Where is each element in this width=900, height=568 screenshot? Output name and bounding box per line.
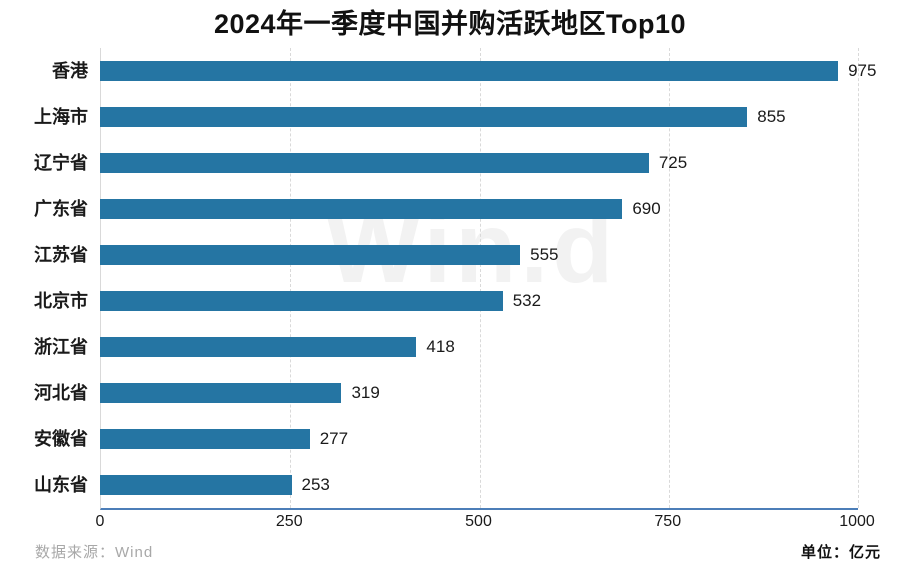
value-label: 855 <box>757 107 786 126</box>
chart-title: 2024年一季度中国并购活跃地区Top10 <box>213 9 687 39</box>
bar <box>100 429 310 449</box>
bar <box>100 291 503 311</box>
value-label: 555 <box>530 245 559 264</box>
bar <box>100 199 623 219</box>
bar <box>100 107 748 127</box>
gridline-250 <box>290 48 292 508</box>
value-label: 253 <box>301 475 330 494</box>
category-label: 山东省 <box>34 475 88 495</box>
category-label: 上海市 <box>34 107 88 127</box>
unit-label: 单位：亿元 <box>800 544 881 561</box>
value-label: 725 <box>658 153 688 172</box>
gridline-1000 <box>858 48 859 508</box>
gridline-750 <box>668 48 670 508</box>
value-label: 277 <box>319 429 349 448</box>
category-label: 北京市 <box>34 291 88 311</box>
bar <box>100 245 521 265</box>
plot-area <box>100 48 859 510</box>
x-tick-label: 1000 <box>839 513 875 530</box>
category-label: 广东省 <box>34 199 88 219</box>
category-label: 江苏省 <box>34 245 88 265</box>
data-source-label: 数据来源：Wind <box>35 544 154 561</box>
category-label: 辽宁省 <box>34 153 88 173</box>
value-label: 532 <box>512 291 542 310</box>
bar <box>100 153 649 173</box>
x-tick-label: 0 <box>95 513 105 530</box>
bar <box>100 383 342 403</box>
bar <box>100 61 839 81</box>
value-label: 690 <box>632 199 661 218</box>
category-label: 香港 <box>52 61 88 81</box>
value-label: 975 <box>848 61 877 80</box>
category-label: 河北省 <box>34 383 88 403</box>
value-label: 418 <box>426 337 455 356</box>
value-label: 319 <box>351 383 380 402</box>
x-tick-label: 500 <box>465 513 492 530</box>
category-label: 安徽省 <box>34 429 88 449</box>
bar <box>100 337 417 357</box>
x-tick-label: 750 <box>654 513 682 530</box>
bar <box>100 475 292 495</box>
category-label: 浙江省 <box>34 337 88 357</box>
x-tick-label: 250 <box>275 513 303 530</box>
gridline-500 <box>479 48 481 508</box>
